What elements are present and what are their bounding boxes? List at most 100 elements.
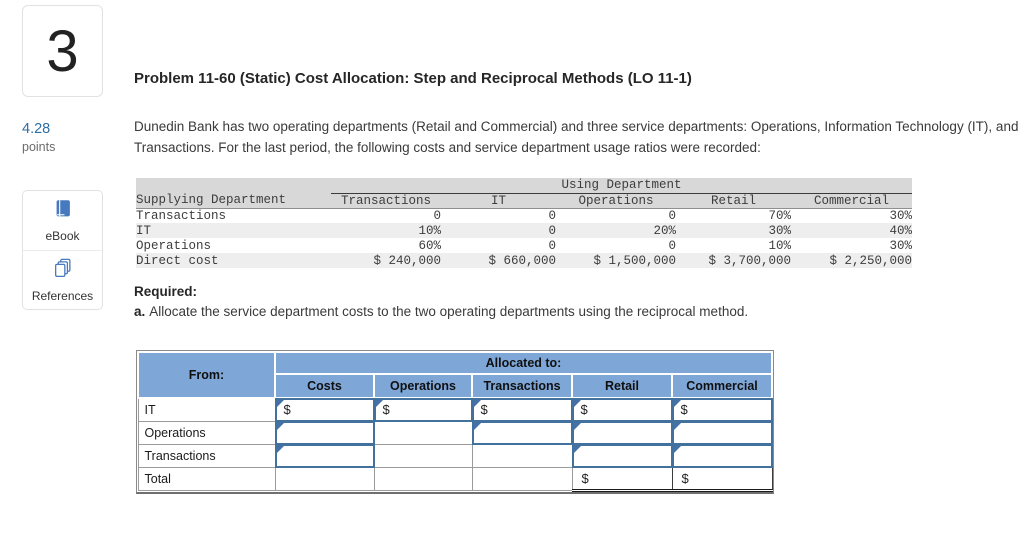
column-header-transactions: Transactions: [471, 373, 573, 399]
required-heading: Required:: [134, 284, 198, 299]
column-header-commercial: Commercial: [671, 373, 773, 399]
operations-costs-cell: [274, 420, 375, 445]
it-operations-input[interactable]: $: [373, 398, 473, 422]
table-cell: $ 2,250,000: [829, 253, 912, 268]
answer-row-transactions: Transactions: [137, 443, 773, 468]
operations-transactions-input[interactable]: [471, 420, 573, 445]
references-button[interactable]: References: [23, 250, 102, 309]
column-header: Transactions: [331, 193, 441, 209]
column-header-retail: Retail: [571, 373, 673, 399]
currency-prefix: $: [480, 402, 488, 418]
answer-header-row-2: Costs Operations Transactions Retail Com…: [138, 373, 773, 399]
operations-costs-input[interactable]: [274, 420, 375, 445]
total-retail-cell: $: [571, 466, 673, 492]
cell-marker-icon: [473, 400, 481, 407]
table-cell: 70%: [768, 208, 791, 223]
references-icon: [52, 258, 74, 285]
cell-marker-icon: [673, 422, 681, 430]
it-costs-input[interactable]: $: [274, 398, 375, 422]
table-cell: 10%: [418, 223, 441, 238]
it-retail-input[interactable]: $: [571, 398, 673, 422]
table-cell: 40%: [889, 223, 912, 238]
operations-commercial-input[interactable]: [671, 420, 773, 445]
points-block: 4.28 points: [22, 121, 55, 154]
total-commercial-cell: $: [671, 466, 773, 492]
answer-row-total: Total $ $: [137, 466, 773, 492]
it-transactions-input[interactable]: $: [471, 398, 573, 422]
table-cell: $ 240,000: [373, 253, 441, 268]
currency-prefix: $: [382, 402, 390, 418]
empty-cell: [373, 443, 473, 468]
cost-row-operations: Operations 60% 0 0 10% 30%: [136, 238, 912, 253]
cost-table-group-row: Using Department: [136, 178, 912, 194]
cell-marker-icon: [276, 400, 284, 407]
table-cell: 60%: [418, 238, 441, 253]
row-label: IT: [137, 397, 276, 422]
table-cell: 0: [433, 208, 441, 223]
cell-marker-icon: [473, 422, 481, 430]
points-label: points: [22, 140, 56, 154]
it-commercial-cell: $: [671, 397, 773, 422]
row-label: Operations: [136, 238, 212, 253]
transactions-commercial-input[interactable]: [671, 443, 773, 468]
resources-panel: eBook References: [22, 190, 103, 310]
it-commercial-input[interactable]: $: [671, 398, 773, 422]
required-item-letter: a.: [134, 304, 146, 319]
cell-marker-icon: [276, 445, 284, 453]
cost-table: Using Department Supplying Department Tr…: [136, 178, 912, 268]
ebook-button[interactable]: eBook: [23, 191, 102, 250]
answer-row-operations: Operations: [137, 420, 773, 445]
table-cell: 0: [548, 238, 556, 253]
currency-prefix: $: [680, 402, 688, 418]
row-label: Total: [137, 466, 276, 491]
transactions-costs-cell: [274, 443, 375, 468]
table-cell: 0: [548, 223, 556, 238]
operations-retail-input[interactable]: [571, 420, 673, 445]
transactions-retail-input[interactable]: [571, 443, 673, 468]
required-item-a: a. Allocate the service department costs …: [134, 304, 748, 319]
cell-marker-icon: [276, 422, 284, 430]
table-cell: 0: [668, 238, 676, 253]
row-label: Transactions: [136, 208, 227, 223]
table-cell: 30%: [889, 238, 912, 253]
column-header: Retail: [676, 193, 791, 209]
empty-cell: [373, 420, 473, 445]
it-costs-cell: $: [274, 397, 375, 422]
column-header: IT: [441, 193, 556, 209]
cost-row-direct-cost: Direct cost $ 240,000 $ 660,000 $ 1,500,…: [136, 253, 912, 268]
operations-retail-cell: [571, 420, 673, 445]
ebook-icon: [52, 198, 74, 225]
column-header: Supplying Department: [136, 193, 331, 209]
spacer-cell: [136, 178, 331, 193]
table-cell: $ 1,500,000: [593, 253, 676, 268]
transactions-retail-cell: [571, 443, 673, 468]
answer-header-row-1: From: Allocated to:: [137, 351, 773, 399]
table-cell: 0: [548, 208, 556, 223]
currency-prefix: $: [283, 402, 291, 418]
empty-cell: [471, 443, 573, 468]
cost-row-transactions: Transactions 0 0 0 70% 30%: [136, 208, 912, 223]
points-value: 4.28: [22, 121, 51, 137]
empty-cell: [471, 466, 573, 491]
cell-marker-icon: [573, 400, 581, 407]
allocated-to-header: Allocated to:: [274, 351, 773, 375]
column-header: Operations: [556, 193, 676, 209]
from-header: From:: [137, 351, 276, 399]
problem-intro: Dunedin Bank has two operating departmen…: [134, 119, 1019, 155]
cost-table-header-row: Supplying Department Transactions IT Ope…: [136, 193, 912, 209]
table-cell: 20%: [653, 223, 676, 238]
using-department-header: Using Department: [331, 178, 912, 194]
it-operations-cell: $: [373, 397, 473, 422]
question-number-box: 3: [22, 5, 103, 97]
it-transactions-cell: $: [471, 397, 573, 422]
question-number: 3: [46, 18, 79, 84]
cell-marker-icon: [673, 400, 681, 407]
cell-marker-icon: [573, 445, 581, 453]
column-header-costs: Costs: [274, 373, 375, 399]
row-label: Operations: [137, 420, 276, 445]
row-label: Transactions: [137, 443, 276, 468]
ebook-label: eBook: [45, 229, 80, 243]
table-cell: 0: [668, 208, 676, 223]
transactions-costs-input[interactable]: [274, 443, 375, 468]
row-label: IT: [136, 223, 152, 238]
